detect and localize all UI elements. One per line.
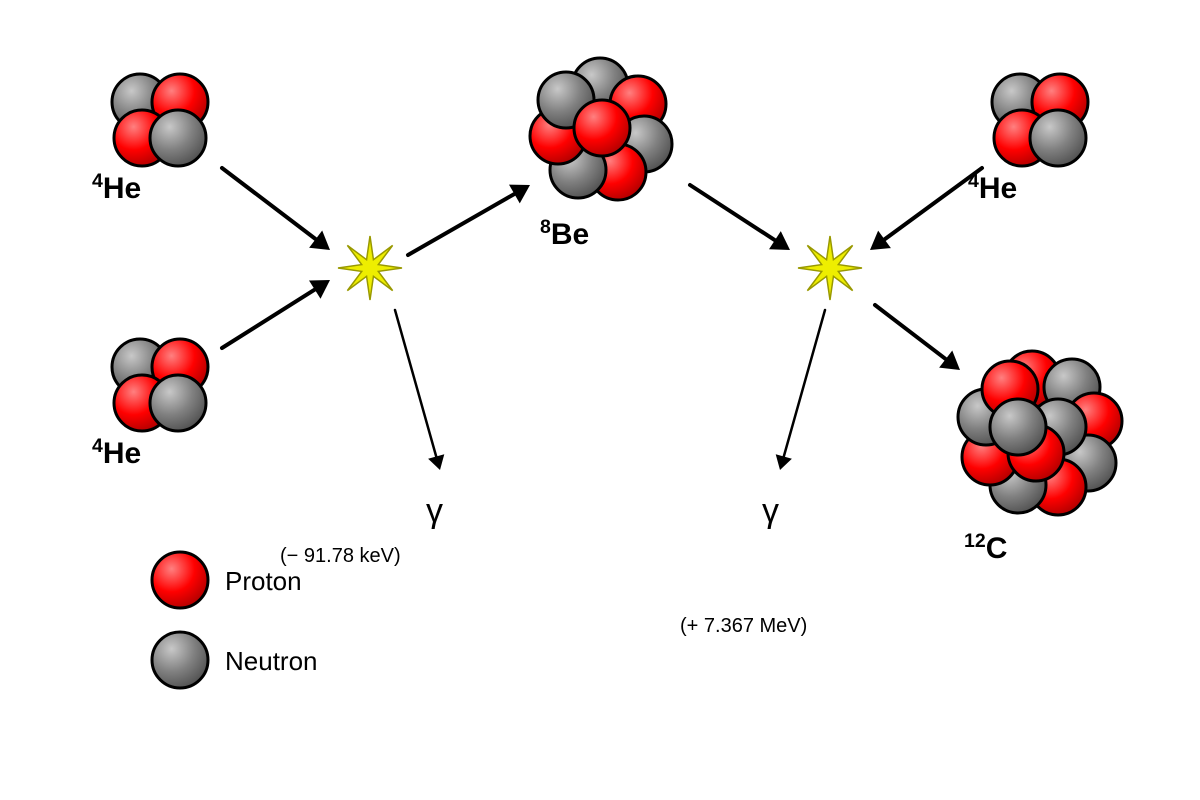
label-lab_energy1: (− 91.78 keV) xyxy=(280,545,401,568)
label-lab_he4_b: 4He xyxy=(92,435,141,471)
neutron-icon xyxy=(150,375,206,431)
arrow-arr_gamma1_out xyxy=(395,310,444,470)
nucleus-he4_top_left xyxy=(112,74,208,166)
arrow-arr_he4c_in xyxy=(870,168,982,250)
nucleus-c12_right xyxy=(958,351,1122,515)
isotope-mass-number: 4 xyxy=(968,170,979,192)
label-lab_gamma2: γ xyxy=(762,492,779,531)
neutron-icon xyxy=(150,110,206,166)
label-lab_he4_a: 4He xyxy=(92,170,141,206)
element-symbol: Be xyxy=(551,218,589,251)
proton-icon xyxy=(574,100,630,156)
label-lab_proton: Proton xyxy=(225,566,302,597)
legend-proton-icon xyxy=(152,552,208,608)
arrow-arr_to_c12 xyxy=(875,305,960,370)
element-symbol: He xyxy=(103,172,141,205)
neutron-icon xyxy=(1030,110,1086,166)
element-symbol: C xyxy=(986,532,1008,565)
collision-star-collision1 xyxy=(338,236,402,300)
label-lab_he4_c: 4He xyxy=(968,170,1017,206)
label-lab_energy2: (+ 7.367 MeV) xyxy=(680,615,807,638)
label-lab_c12: 12C xyxy=(964,530,1007,566)
neutron-icon xyxy=(990,399,1046,455)
isotope-mass-number: 12 xyxy=(964,530,986,552)
arrow-arr_be8_out xyxy=(690,185,790,250)
arrow-arr_to_be8 xyxy=(408,185,530,255)
collision-star-collision2 xyxy=(798,236,862,300)
arrow-arr_gamma2_out xyxy=(776,310,825,470)
nucleus-he4_bot_left xyxy=(112,339,208,431)
legend-neutron-icon xyxy=(152,632,208,688)
nucleus-he4_top_right xyxy=(992,74,1088,166)
nucleus-be8_center xyxy=(530,58,672,200)
arrow-arr_he4b_in xyxy=(222,280,330,348)
label-lab_be8: 8Be xyxy=(540,216,589,252)
label-lab_gamma1: γ xyxy=(426,492,443,531)
isotope-mass-number: 8 xyxy=(540,216,551,238)
element-symbol: He xyxy=(103,437,141,470)
isotope-mass-number: 4 xyxy=(92,170,103,192)
arrow-arr_he4a_in xyxy=(222,168,330,250)
label-lab_neutron: Neutron xyxy=(225,646,318,677)
isotope-mass-number: 4 xyxy=(92,435,103,457)
triple-alpha-diagram xyxy=(0,0,1200,800)
element-symbol: He xyxy=(979,172,1017,205)
